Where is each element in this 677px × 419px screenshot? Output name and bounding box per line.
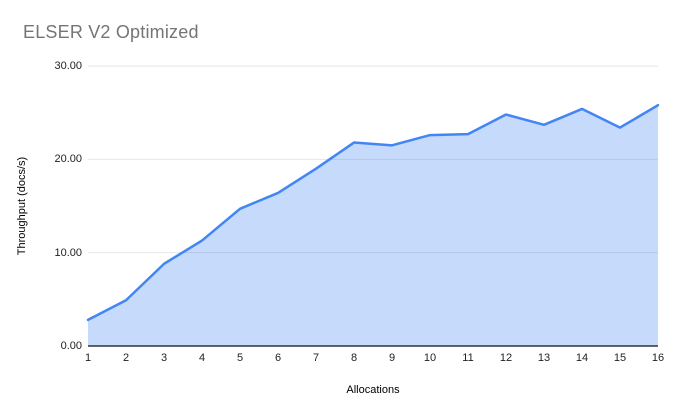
chart-title: ELSER V2 Optimized: [23, 22, 199, 42]
x-tick-label-2: 2: [122, 352, 130, 364]
x-tick-label-3: 3: [160, 352, 168, 364]
x-tick-label-8: 8: [350, 352, 358, 364]
y-tick-label-20: 20.00: [54, 153, 82, 166]
x-tick-label-6: 6: [274, 352, 282, 364]
x-tick-label-7: 7: [312, 352, 320, 364]
x-axis-title: Allocations: [346, 384, 400, 396]
x-tick-label-12: 12: [499, 352, 513, 364]
x-tick-label-11: 11: [462, 352, 474, 364]
y-axis-title: Throughput (docs/s): [16, 156, 28, 256]
x-tick-label-13: 13: [537, 352, 551, 364]
x-tick-label-4: 4: [198, 352, 206, 364]
x-tick-label-1: 1: [84, 352, 92, 364]
series-line: [86, 103, 660, 322]
y-tick-label-10: 10.00: [54, 246, 82, 259]
x-tick-label-10: 10: [423, 352, 437, 364]
x-tick-label-9: 9: [388, 352, 396, 364]
x-tick-label-5: 5: [236, 352, 244, 364]
y-tick-label-30: 30.00: [54, 60, 82, 72]
series-area-fill: [88, 105, 658, 346]
x-tick-label-14: 14: [575, 352, 589, 364]
x-tick-label-15: 15: [613, 352, 627, 364]
y-tick-label-0: 0.00: [60, 340, 82, 352]
x-tick-label-16: 16: [651, 352, 665, 364]
